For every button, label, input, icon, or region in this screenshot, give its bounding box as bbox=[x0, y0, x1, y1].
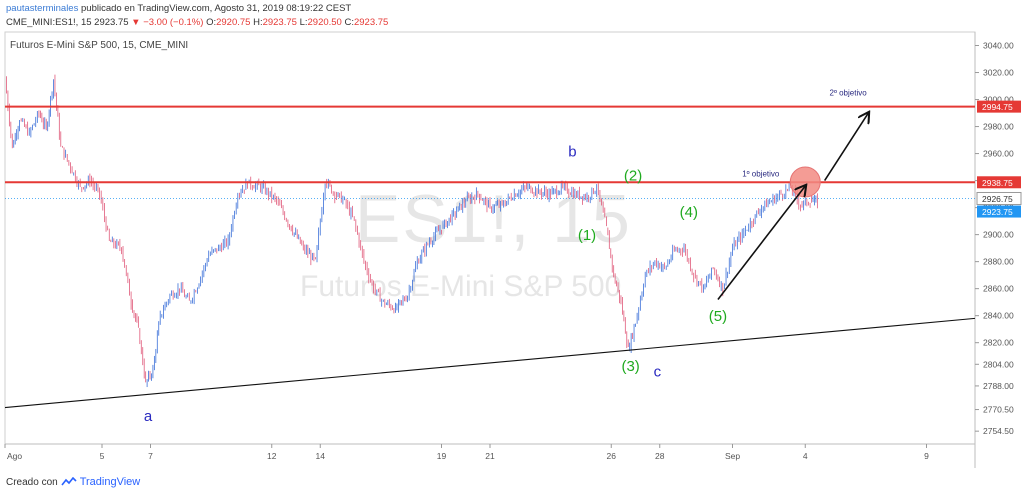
x-tick-label: 26 bbox=[607, 451, 617, 461]
y-tick-label: 2788.00 bbox=[983, 381, 1014, 391]
target-circle bbox=[789, 166, 821, 198]
y-tick-label: 3040.00 bbox=[983, 41, 1014, 51]
brand-link[interactable]: TradingView bbox=[79, 476, 141, 488]
price-label: 2994.75 bbox=[982, 102, 1013, 112]
target-annotation: 2º objetivo bbox=[830, 88, 868, 97]
target-annotation: 1º objetivo bbox=[742, 170, 780, 179]
price-label-box bbox=[977, 176, 1021, 189]
price-label: 2938.75 bbox=[982, 178, 1013, 188]
time-axis[interactable]: Ago 5 7 12 14 19 21 26 28 Sep 4 9 bbox=[4, 444, 929, 461]
price-label: 2923.75 bbox=[982, 207, 1013, 217]
x-tick-label: 5 bbox=[100, 451, 105, 461]
x-tick-label: 7 bbox=[148, 451, 153, 461]
watermark-symbol: ES1!, 15 bbox=[355, 181, 632, 257]
price-label-box bbox=[976, 191, 1022, 205]
wave-label: (3) bbox=[621, 358, 639, 375]
price-label-box bbox=[977, 100, 1021, 113]
y-tick-label: 3000.00 bbox=[983, 95, 1014, 105]
x-tick-label: 9 bbox=[924, 451, 929, 461]
y-tick-label: 2960.00 bbox=[983, 149, 1014, 159]
low-value: 2920.50 bbox=[307, 17, 342, 28]
x-tick-label: 21 bbox=[485, 451, 495, 461]
horizontal-levels bbox=[5, 105, 975, 199]
y-tick-label: 2820.00 bbox=[983, 338, 1014, 348]
price-label-box bbox=[977, 205, 1021, 218]
close-label: C: bbox=[344, 17, 354, 28]
low-label: L: bbox=[299, 17, 308, 28]
price-axis[interactable]: 3040.003020.003000.002980.002960.002940.… bbox=[975, 41, 1022, 437]
wave-label: (5) bbox=[709, 308, 727, 325]
high-label: H: bbox=[253, 17, 263, 28]
x-tick-label: 12 bbox=[267, 451, 277, 461]
open-label: O: bbox=[206, 17, 217, 28]
x-tick-label: Ago bbox=[7, 451, 22, 461]
chart-title: Futuros E-Mini S&P 500, 15, CME_MINI bbox=[10, 40, 189, 51]
y-tick-label: 2754.50 bbox=[983, 426, 1014, 436]
y-tick-label: 2840.00 bbox=[983, 311, 1014, 321]
y-tick-label: 2880.00 bbox=[983, 257, 1014, 267]
x-tick-label: 28 bbox=[655, 451, 665, 461]
open-value: 2920.75 bbox=[216, 17, 251, 28]
tradingview-logo-icon bbox=[61, 477, 77, 486]
close-value: 2923.75 bbox=[353, 17, 389, 28]
wave-label: (2) bbox=[624, 168, 642, 185]
wave-label: b bbox=[568, 143, 576, 160]
price-label: 2926.75 bbox=[982, 194, 1013, 204]
trendline bbox=[4, 317, 976, 409]
wave-label: c bbox=[654, 363, 662, 380]
projection-arrow bbox=[823, 113, 869, 182]
projection-arrow bbox=[717, 186, 805, 300]
x-tick-label: 14 bbox=[316, 451, 326, 461]
wave-label: (4) bbox=[680, 204, 698, 221]
watermark-name: Futuros E-Mini S&P 500 bbox=[300, 270, 622, 303]
symbol-label: CME_MINI:ES1!, 15 bbox=[6, 17, 92, 28]
y-tick-label: 2900.00 bbox=[983, 230, 1014, 240]
y-tick-label: 2860.00 bbox=[983, 284, 1014, 294]
wave-label: a bbox=[144, 408, 153, 425]
support-trendline bbox=[4, 317, 976, 409]
y-tick-label: 3020.00 bbox=[983, 68, 1014, 78]
created-with: Creado con bbox=[6, 476, 58, 488]
author-link[interactable]: pautasterminales bbox=[6, 3, 79, 14]
x-tick-label: 19 bbox=[437, 451, 447, 461]
y-tick-label: 2980.00 bbox=[983, 122, 1014, 132]
price-series bbox=[6, 74, 818, 388]
price-change: −3.00 (−0.1%) bbox=[143, 17, 204, 28]
down-arrow-icon: ▼ bbox=[131, 17, 141, 28]
published-text: publicado en TradingView.com, Agosto 31,… bbox=[81, 3, 352, 14]
publish-info: pautasterminales publicado en TradingVie… bbox=[6, 3, 351, 14]
last-price: 2923.75 bbox=[94, 17, 129, 28]
wave-labels: a b c (1) (2) (3) (4) (5) 1º objetivo 2º objetivo bbox=[144, 88, 868, 425]
y-tick-label: 2804.00 bbox=[983, 359, 1014, 369]
y-tick-label: 2770.50 bbox=[983, 405, 1014, 415]
x-tick-label: Sep bbox=[725, 451, 740, 461]
footer: Creado con TradingView bbox=[6, 476, 140, 488]
wave-label: (1) bbox=[578, 227, 596, 244]
high-value: 2923.75 bbox=[262, 17, 297, 28]
ohlc-header: CME_MINI:ES1!, 15 2923.75 ▼ −3.00 (−0.1%… bbox=[6, 17, 388, 28]
x-tick-label: 4 bbox=[803, 451, 808, 461]
